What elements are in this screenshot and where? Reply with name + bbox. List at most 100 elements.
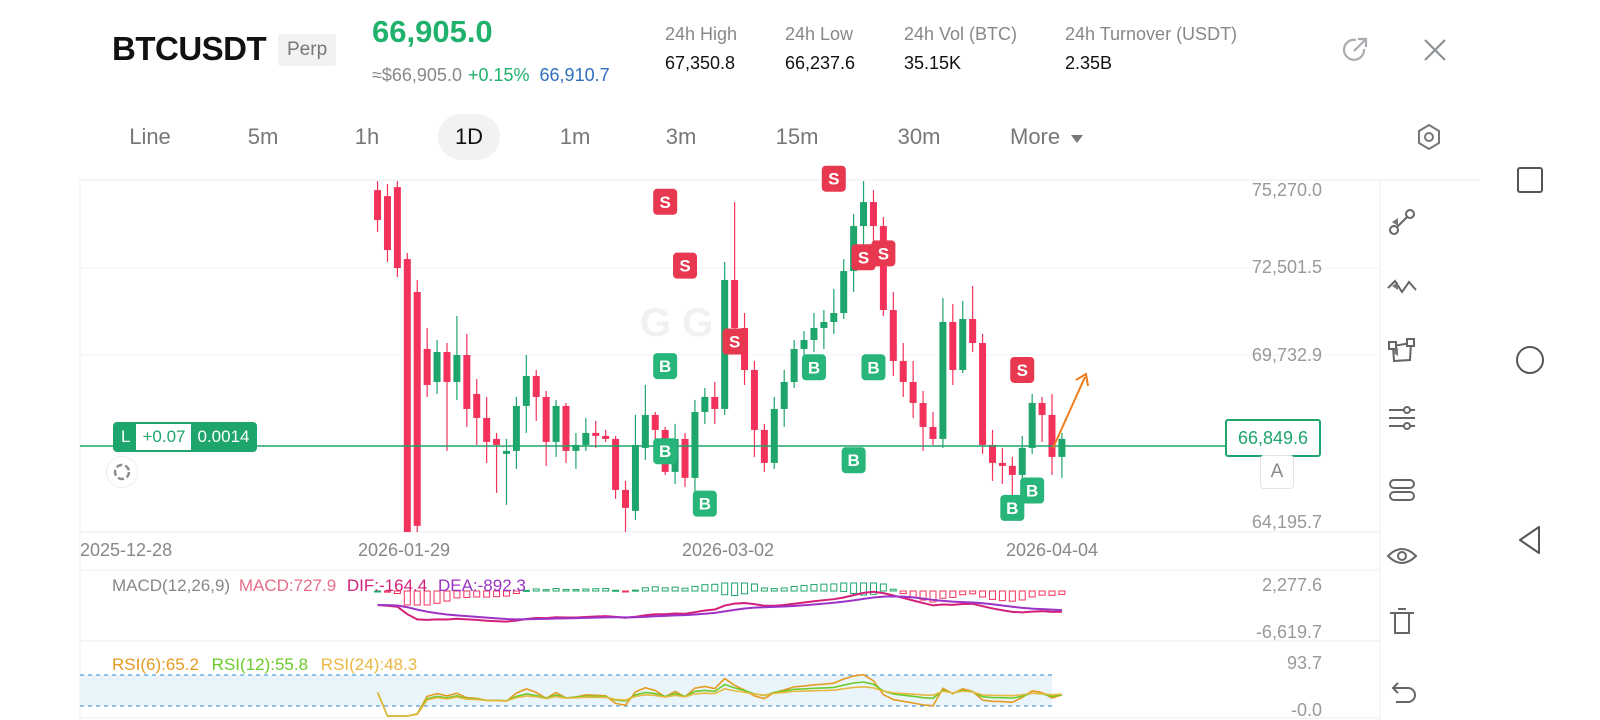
macd-bar [681, 587, 689, 592]
eye-icon[interactable] [1384, 538, 1420, 574]
candle-body [899, 360, 907, 382]
rsi-axis-label: -0.0 [1291, 700, 1322, 720]
macd-bar [443, 590, 451, 602]
marker-badge [722, 328, 747, 355]
macd-bar [879, 583, 887, 592]
marker-letter: B [1006, 499, 1018, 518]
current-price-tag[interactable]: 66,849.6 [1225, 419, 1321, 457]
marker-letter: S [1017, 361, 1028, 380]
candles-layer [374, 181, 1066, 532]
recent-apps-icon[interactable] [1510, 160, 1550, 200]
macd-legend: MACD(12,26,9) MACD:727.9 DIF:-164.4 DEA:… [112, 576, 526, 596]
shape-tool-icon[interactable] [1384, 334, 1420, 370]
macd-bar [889, 588, 897, 592]
macd-bar [552, 588, 560, 592]
buy-marker: B [653, 353, 678, 380]
buy-marker: B [841, 447, 866, 474]
trash-icon[interactable] [1384, 604, 1420, 640]
marker-letter: S [858, 248, 869, 267]
candle-body [959, 319, 967, 370]
candle-body [453, 354, 461, 382]
stat-label: 24h Low [785, 24, 854, 44]
back-icon[interactable] [1510, 520, 1550, 560]
stat-label: 24h High [665, 24, 738, 44]
draw-line-icon[interactable] [1384, 204, 1420, 240]
marker-badge [653, 188, 678, 215]
macd-bar [1048, 590, 1056, 596]
tab-1d[interactable]: 1D [438, 114, 500, 160]
dif-line [377, 590, 1062, 623]
rsi-legend: RSI(6):65.2 RSI(12):55.8 RSI(24):48.3 [112, 655, 417, 675]
candle-body [602, 435, 610, 439]
marker-letter: S [729, 332, 740, 351]
macd-bar [899, 590, 907, 595]
tab-1h[interactable]: 1h [354, 124, 380, 149]
date-axis-label: 2025-12-28 [80, 540, 172, 560]
macd-bar [612, 589, 620, 592]
candle-body [830, 313, 838, 323]
home-icon[interactable] [1510, 340, 1550, 380]
macd-bar [850, 582, 858, 594]
candle-body [622, 489, 630, 508]
marker-letter: B [1026, 481, 1038, 500]
macd-bar [641, 587, 649, 592]
undo-icon[interactable] [1384, 676, 1420, 712]
macd-bar [631, 589, 639, 592]
macd-bar [959, 590, 967, 596]
tab-15m[interactable]: 15m [775, 124, 819, 149]
reset-view-button[interactable] [106, 456, 138, 488]
macd-bar [473, 590, 481, 598]
marker-badge [821, 165, 846, 192]
macd-bar [721, 582, 729, 596]
macd-bar [800, 584, 808, 592]
macd-bar [810, 584, 818, 592]
stat-value: 67,350.8 [665, 53, 736, 73]
tab-1m[interactable]: 1m [559, 124, 591, 149]
candle-body [522, 375, 530, 406]
indicators-icon[interactable] [1384, 472, 1420, 508]
tab-5m[interactable]: 5m [247, 124, 279, 149]
candle-body [383, 196, 391, 251]
candle-body [483, 417, 491, 442]
candle-body [770, 408, 778, 463]
settings-icon[interactable] [1414, 122, 1444, 152]
symbol-title[interactable]: BTCUSDT [112, 30, 267, 67]
candle-body [701, 396, 709, 412]
candle-body [919, 402, 927, 427]
macd-axis-label: 2,277.6 [1262, 575, 1322, 595]
macd-bar [671, 586, 679, 592]
sell-marker: S [851, 244, 876, 271]
auto-scale-button[interactable]: A [1260, 455, 1294, 489]
marker-badge [861, 354, 886, 381]
position-size: 0.0014 [197, 427, 250, 446]
candle-body [473, 393, 481, 418]
macd-bar [374, 590, 382, 593]
candle-body [879, 226, 887, 311]
tab-3m[interactable]: 3m [665, 124, 697, 149]
tab-30m[interactable]: 30m [897, 124, 941, 149]
close-icon[interactable] [1420, 35, 1450, 65]
macd-bar [830, 583, 838, 592]
marker-badge [851, 244, 876, 271]
tab-line[interactable]: Line [129, 124, 171, 149]
tab-more[interactable]: More [1010, 114, 1110, 160]
candle-body [1008, 465, 1016, 475]
stat-label: 24h Vol (BTC) [904, 24, 1018, 44]
sliders-icon[interactable] [1384, 400, 1420, 436]
candle-body [423, 348, 431, 385]
macd-bar [919, 590, 927, 601]
buy-marker: B [1020, 477, 1045, 504]
position-tag[interactable]: L +0.07 0.0014 [113, 422, 258, 452]
share-icon[interactable] [1340, 35, 1370, 65]
sell-marker: S [871, 240, 896, 267]
rsi-axis-label: 93.7 [1287, 653, 1322, 673]
annotation-arrow[interactable] [1052, 376, 1086, 449]
macd-bar [433, 590, 441, 604]
marker-letter: S [828, 170, 839, 189]
candle-body [810, 328, 818, 340]
macd-bar [939, 590, 947, 599]
wave-tool-icon[interactable] [1384, 268, 1420, 304]
macd-bar [969, 590, 977, 595]
candle-body [433, 351, 441, 382]
